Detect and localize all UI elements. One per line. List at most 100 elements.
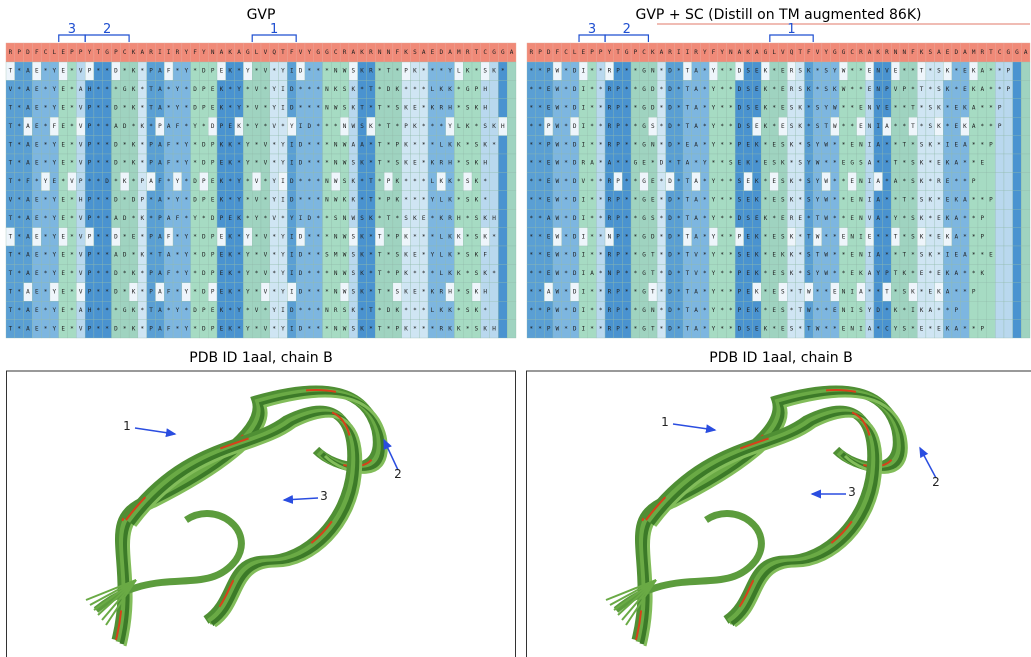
alignment-residue: E xyxy=(220,325,224,332)
alignment-residue: * xyxy=(703,123,707,130)
alignment-residue: Y xyxy=(712,123,716,130)
sequence-residue: I xyxy=(167,49,171,56)
alignment-residue: I xyxy=(850,307,854,314)
alignment-residue: * xyxy=(325,160,329,167)
alignment-residue: A xyxy=(954,270,958,277)
alignment-residue: E xyxy=(937,215,941,222)
alignment-cell xyxy=(490,301,499,319)
alignment-residue: I xyxy=(582,215,586,222)
alignment-residue: * xyxy=(299,307,303,314)
sequence-residue: T xyxy=(798,49,802,56)
alignment-residue: T xyxy=(686,270,690,277)
alignment-residue: * xyxy=(911,86,915,93)
alignment-residue: * xyxy=(193,325,197,332)
alignment-residue: * xyxy=(634,178,638,185)
alignment-residue: * xyxy=(501,68,505,75)
alignment-residue: E xyxy=(738,160,742,167)
sequence-residue: C xyxy=(483,49,487,56)
alignment-residue: * xyxy=(167,86,171,93)
alignment-residue: * xyxy=(184,307,188,314)
alignment-residue: * xyxy=(859,68,863,75)
alignment-residue: * xyxy=(920,123,924,130)
alignment-cell xyxy=(995,320,1004,338)
alignment-residue: W xyxy=(833,123,837,130)
alignment-cell xyxy=(1004,172,1013,190)
alignment-residue: T xyxy=(686,233,690,240)
alignment-cell xyxy=(1021,264,1030,282)
alignment-residue: S xyxy=(911,178,915,185)
alignment-residue: * xyxy=(928,233,932,240)
structure-title: PDB ID 1aal, chain B xyxy=(189,350,332,366)
alignment-residue: T xyxy=(369,178,373,185)
alignment-residue: S xyxy=(475,141,479,148)
alignment-residue: A xyxy=(876,215,880,222)
alignment-residue: K xyxy=(790,233,794,240)
alignment-residue: E xyxy=(746,307,750,314)
alignment-residue: * xyxy=(790,307,794,314)
alignment-residue: * xyxy=(422,325,426,332)
alignment-residue: K xyxy=(764,105,768,112)
alignment-residue: K xyxy=(483,325,487,332)
alignment-residue: * xyxy=(378,86,382,93)
alignment-residue: * xyxy=(885,233,889,240)
alignment-residue: * xyxy=(530,307,534,314)
alignment-residue: * xyxy=(431,141,435,148)
alignment-residue: * xyxy=(764,270,768,277)
alignment-residue: I xyxy=(290,270,294,277)
alignment-residue: D xyxy=(573,270,577,277)
alignment-residue: * xyxy=(998,86,1002,93)
alignment-residue: * xyxy=(132,123,136,130)
alignment-cell xyxy=(507,246,516,264)
alignment-residue: * xyxy=(140,141,144,148)
alignment-residue: * xyxy=(772,123,776,130)
alignment-residue: Y xyxy=(237,178,241,185)
alignment-residue: S xyxy=(746,325,750,332)
alignment-residue: * xyxy=(17,178,21,185)
alignment-residue: * xyxy=(44,86,48,93)
alignment-residue: * xyxy=(729,178,733,185)
alignment-residue: * xyxy=(123,270,127,277)
alignment-residue: K xyxy=(369,123,373,130)
sequence-residue: R xyxy=(980,49,984,56)
alignment-residue: S xyxy=(360,215,364,222)
alignment-residue: D xyxy=(193,86,197,93)
alignment-residue: W xyxy=(556,215,560,222)
alignment-residue: * xyxy=(140,307,144,314)
alignment-residue: K xyxy=(928,252,932,259)
alignment-residue: * xyxy=(538,215,542,222)
alignment-residue: K xyxy=(448,325,452,332)
alignment-residue: F xyxy=(176,215,180,222)
alignment-residue: P xyxy=(998,105,1002,112)
alignment-residue: K xyxy=(220,307,224,314)
alignment-residue: * xyxy=(17,325,21,332)
alignment-residue: G xyxy=(642,86,646,93)
alignment-cell xyxy=(1004,209,1013,227)
alignment-residue: A xyxy=(954,215,958,222)
alignment-residue: S xyxy=(911,233,915,240)
alignment-residue: V xyxy=(264,252,268,259)
alignment-residue: P xyxy=(738,270,742,277)
alignment-residue: A xyxy=(608,160,612,167)
alignment-cell xyxy=(969,301,978,319)
alignment-residue: A xyxy=(158,233,162,240)
alignment-residue: * xyxy=(729,270,733,277)
alignment-residue: S xyxy=(352,233,356,240)
alignment-residue: * xyxy=(316,325,320,332)
alignment-residue: * xyxy=(911,270,915,277)
sequence-residue: E xyxy=(61,49,65,56)
alignment-residue: E xyxy=(746,289,750,296)
alignment-residue: K xyxy=(132,325,136,332)
alignment-residue: * xyxy=(202,215,206,222)
alignment-residue: D xyxy=(290,86,294,93)
sequence-residue: T xyxy=(989,49,993,56)
alignment-residue: D xyxy=(387,307,391,314)
alignment-residue: A xyxy=(928,307,932,314)
alignment-residue: K xyxy=(807,68,811,75)
alignment-residue: E xyxy=(413,160,417,167)
alignment-cell xyxy=(498,191,507,209)
alignment-residue: I xyxy=(868,141,872,148)
alignment-residue: K xyxy=(369,215,373,222)
sequence-residue: R xyxy=(530,49,534,56)
arrow-label: 1 xyxy=(661,415,669,429)
alignment-residue: * xyxy=(140,233,144,240)
